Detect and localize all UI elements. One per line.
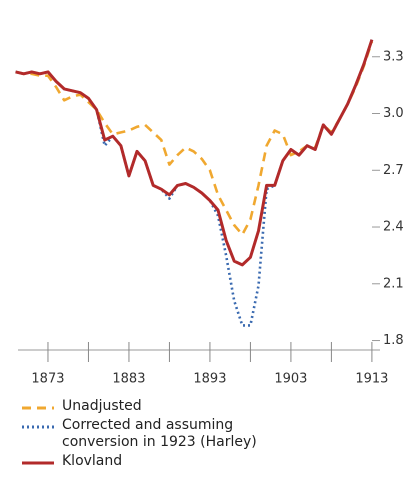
y-tick-label: 3.0 bbox=[383, 106, 404, 121]
series-line bbox=[15, 41, 374, 236]
legend-swatch bbox=[22, 461, 54, 465]
legend-label: Corrected and assuming conversion in 192… bbox=[62, 417, 257, 450]
x-tick-label: 1893 bbox=[193, 372, 226, 387]
chart: 1.8 2.1 2.4 2.7 3.0 3.3 1873 1883 1893 1903 1913 bbox=[15, 39, 404, 387]
legend-item: Klovland bbox=[22, 453, 282, 470]
y-tick-label: 3.3 bbox=[383, 49, 404, 64]
y-tick-label: 2.1 bbox=[383, 276, 404, 291]
legend-item: Corrected and assuming conversion in 192… bbox=[22, 417, 282, 451]
legend-swatch bbox=[22, 425, 54, 429]
y-tick-label: 2.7 bbox=[383, 163, 404, 178]
legend-label: Klovland bbox=[62, 453, 123, 469]
series-line bbox=[15, 39, 374, 327]
y-tick-label: 2.4 bbox=[383, 220, 404, 235]
legend-label: Unadjusted bbox=[62, 398, 142, 414]
legend: Unadjusted Corrected and assuming convers… bbox=[22, 398, 282, 472]
y-tick-label: 1.8 bbox=[383, 333, 404, 348]
x-tick-label: 1903 bbox=[274, 372, 307, 387]
x-tick-label: 1913 bbox=[355, 372, 388, 387]
legend-item: Unadjusted bbox=[22, 398, 282, 415]
legend-swatch bbox=[22, 406, 54, 410]
series-line bbox=[15, 39, 374, 267]
x-tick-label: 1873 bbox=[31, 372, 64, 387]
x-tick-label: 1883 bbox=[112, 372, 145, 387]
